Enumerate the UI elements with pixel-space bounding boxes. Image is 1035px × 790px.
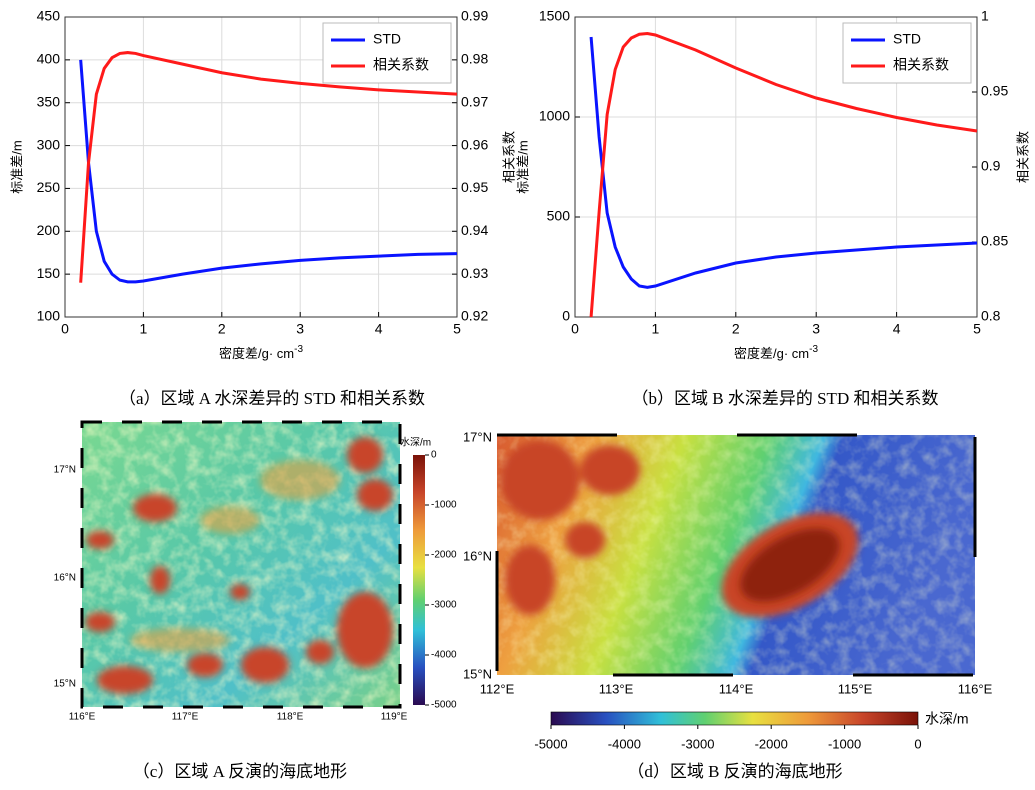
x-tick-label: 1	[652, 321, 660, 337]
y2-tick-label: 0.97	[461, 93, 488, 109]
lon-label: 116°E	[69, 712, 96, 723]
colorbar-tick-label: -2000	[755, 736, 788, 751]
y2-tick-label: 0.92	[461, 308, 488, 324]
colorbar-tick-label: 0	[431, 450, 437, 461]
y-tick-label: 400	[37, 51, 61, 67]
lon-label: 118°E	[277, 712, 304, 723]
lat-label: 16°N	[54, 573, 76, 584]
caption: （b）区域 B 水深差异的 STD 和相关系数	[632, 389, 939, 408]
lon-label: 115°E	[838, 681, 873, 696]
x-axis-label-exp: -3	[809, 344, 818, 355]
caption: （c）区域 A 反演的海底地形	[133, 762, 347, 781]
legend-box	[322, 22, 452, 84]
lat-label: 17°N	[463, 429, 492, 444]
y2-tick-label: 0.96	[461, 136, 488, 152]
x-tick-label: 5	[453, 321, 461, 337]
legend-label: 相关系数	[373, 57, 429, 73]
map-d	[497, 435, 975, 675]
y-tick-label: 150	[37, 265, 61, 281]
x-tick-label: 0	[571, 321, 579, 337]
y-tick-label: 1500	[539, 8, 570, 24]
x-axis-label: 密度差/g· cm-3	[219, 344, 303, 362]
lon-label: 113°E	[599, 681, 634, 696]
plot-frame	[574, 16, 978, 318]
colorbar-tick-label: -4000	[608, 736, 641, 751]
x-tick-label: 0	[61, 321, 69, 337]
map-frame	[80, 420, 402, 709]
y2-axis-label: 相关系数	[1015, 131, 1030, 183]
legend-box	[842, 22, 972, 84]
x-tick-label: 2	[218, 321, 226, 337]
x-axis-label-text: 密度差/g· cm	[219, 346, 294, 361]
colorbar-tick-label: -1000	[431, 500, 457, 511]
lat-label: 15°N	[463, 666, 492, 681]
x-tick-label: 4	[893, 321, 901, 337]
y2-tick-label: 0.99	[461, 8, 488, 24]
legend-label: STD	[373, 31, 401, 47]
y-tick-label: 0	[562, 308, 570, 324]
colorbar-label: 水深/m	[400, 437, 431, 449]
y-axis-label: 标准差/m	[9, 140, 24, 193]
y-tick-label: 500	[547, 208, 571, 224]
x-axis-label: 密度差/g· cm-3	[734, 344, 818, 362]
y2-axis-label: 相关系数	[501, 131, 516, 183]
y-tick-label: 100	[37, 308, 61, 324]
lon-label: 116°E	[958, 681, 993, 696]
x-axis-label-exp: -3	[294, 344, 303, 355]
y-tick-label: 350	[37, 93, 61, 109]
lon-label: 112°E	[480, 681, 515, 696]
colorbar-tick-label: -3000	[681, 736, 714, 751]
lat-label: 15°N	[54, 679, 76, 690]
colorbar-tick-label: -3000	[431, 600, 457, 611]
lon-label: 119°E	[381, 712, 408, 723]
x-tick-label: 5	[973, 321, 981, 337]
plot-frame	[64, 16, 458, 318]
y2-tick-label: 1	[981, 8, 989, 24]
y2-tick-label: 0.85	[981, 233, 1008, 249]
colorbar-tick-label: -2000	[431, 550, 457, 561]
x-tick-label: 2	[732, 321, 740, 337]
x-axis-label-text: 密度差/g· cm	[734, 346, 809, 361]
colorbar-tick-label: -1000	[828, 736, 861, 751]
x-tick-label: 3	[296, 321, 304, 337]
x-tick-label: 1	[140, 321, 148, 337]
x-tick-label: 3	[812, 321, 820, 337]
y2-tick-label: 0.95	[981, 83, 1008, 99]
y-tick-label: 450	[37, 8, 61, 24]
y-tick-label: 300	[37, 136, 61, 152]
y2-tick-label: 0.94	[461, 222, 488, 238]
caption: （a）区域 A 水深差异的 STD 和相关系数	[119, 389, 425, 408]
caption: （d）区域 B 反演的海底地形	[627, 762, 842, 781]
colorbar-tick-label: 0	[914, 736, 921, 751]
y2-tick-label: 0.93	[461, 265, 488, 281]
y-tick-label: 200	[37, 222, 61, 238]
lat-label: 17°N	[54, 465, 76, 476]
y2-tick-label: 0.8	[981, 308, 1001, 324]
lon-label: 117°E	[172, 712, 199, 723]
map-frame	[495, 433, 977, 677]
colorbar-tick-label: -5000	[534, 736, 567, 751]
colorbar	[550, 711, 919, 726]
colorbar	[413, 455, 425, 705]
legend-label: 相关系数	[893, 57, 949, 73]
lon-label: 114°E	[719, 681, 754, 696]
y2-tick-label: 0.95	[461, 179, 488, 195]
series-line	[79, 51, 458, 283]
y2-tick-label: 0.98	[461, 51, 488, 67]
colorbar-label: 水深/m	[925, 711, 969, 727]
lat-label: 16°N	[463, 548, 492, 563]
colorbar-tick-label: -5000	[431, 700, 457, 711]
y2-tick-label: 0.9	[981, 158, 1001, 174]
x-tick-label: 4	[375, 321, 383, 337]
legend-label: STD	[893, 31, 921, 47]
map-c	[82, 422, 400, 707]
y-axis-label: 标准差/m	[515, 140, 530, 193]
y-tick-label: 1000	[539, 108, 570, 124]
series-line	[589, 36, 978, 289]
colorbar-tick-label: -4000	[431, 650, 457, 661]
y-tick-label: 250	[37, 179, 61, 195]
series-line	[79, 59, 458, 284]
series-line	[589, 31, 978, 318]
